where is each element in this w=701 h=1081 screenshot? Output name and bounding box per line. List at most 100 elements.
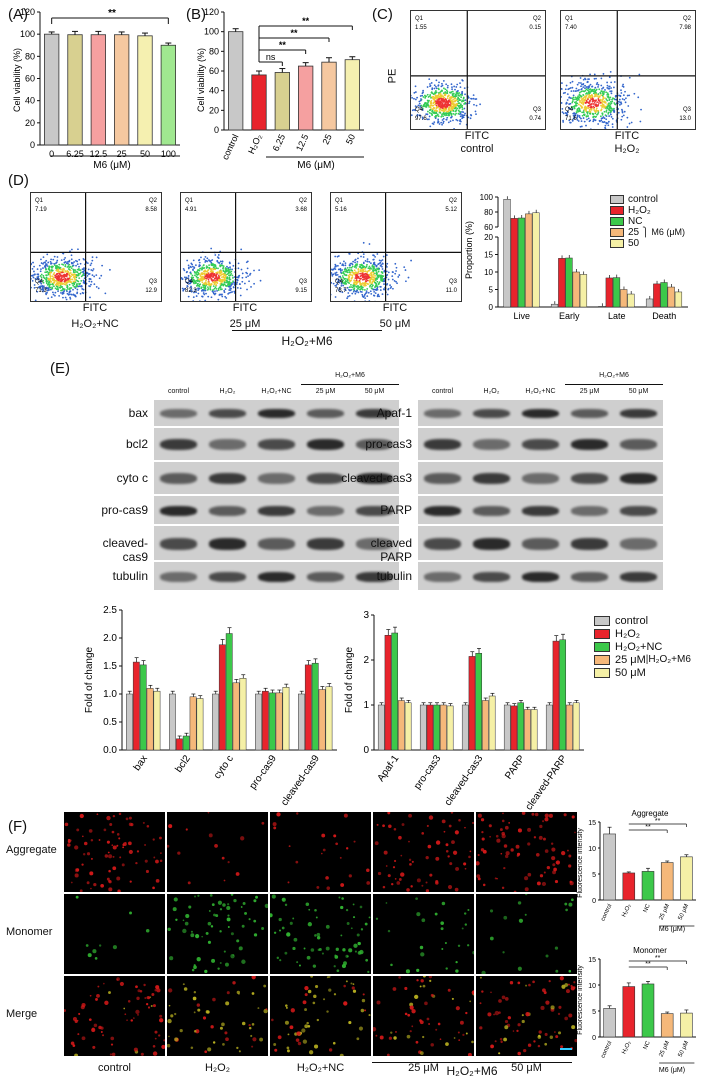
bar bbox=[641, 871, 655, 901]
cell-dot bbox=[400, 872, 405, 877]
flow-dot bbox=[610, 90, 613, 93]
flow-dot bbox=[569, 87, 572, 89]
flow-dot bbox=[189, 271, 192, 274]
cell-dot bbox=[207, 940, 211, 944]
cell-dot bbox=[374, 841, 379, 846]
flow-dot bbox=[47, 281, 50, 284]
y-tick-label: 1.5 bbox=[103, 661, 117, 672]
x-tick-label: bax bbox=[132, 753, 150, 773]
flow-dot bbox=[80, 271, 82, 274]
cell-dot bbox=[379, 1035, 384, 1040]
bar bbox=[566, 704, 573, 751]
flow-dot bbox=[360, 287, 363, 290]
cell-dot bbox=[555, 1035, 559, 1039]
flow-dot bbox=[376, 285, 379, 288]
cell-dot bbox=[356, 933, 360, 937]
bar bbox=[545, 704, 553, 751]
bar bbox=[189, 696, 197, 751]
flow-dot bbox=[398, 274, 401, 276]
chart-f2-xtitle: M6 (μM) bbox=[659, 1067, 685, 1074]
quadrant-name: Q4 bbox=[185, 279, 194, 285]
flow-dot bbox=[592, 92, 595, 95]
cell-dot bbox=[523, 1048, 527, 1053]
y-tick-label: 20 bbox=[209, 105, 219, 115]
cell-dot bbox=[568, 854, 572, 858]
quadrant-value: 71.6 bbox=[565, 116, 577, 122]
flow-dot bbox=[364, 293, 366, 296]
cell-dot bbox=[490, 991, 492, 994]
cell-dot bbox=[212, 1041, 216, 1044]
chart-f1-title: Aggregate bbox=[632, 809, 669, 818]
flow-dot bbox=[341, 275, 344, 277]
flow-dot bbox=[376, 288, 379, 291]
cell-dot bbox=[572, 986, 576, 989]
cell-dot bbox=[226, 991, 230, 995]
flow-dot bbox=[346, 278, 349, 281]
cell-dot bbox=[422, 984, 426, 988]
blot-band bbox=[521, 472, 560, 485]
flow-dot bbox=[200, 256, 202, 259]
blot-strip bbox=[418, 496, 663, 524]
flow-dot bbox=[215, 276, 218, 279]
lane-label: H₂O₂+NC bbox=[525, 388, 556, 395]
flow-dot bbox=[207, 295, 210, 298]
blot-band bbox=[306, 472, 345, 485]
flow-dot bbox=[590, 94, 593, 96]
cell-dot bbox=[394, 878, 397, 880]
cell-dot bbox=[465, 1011, 468, 1015]
flow-dot bbox=[47, 278, 50, 280]
flow-dot bbox=[44, 261, 47, 264]
quadrant-value: 7.19 bbox=[35, 207, 47, 213]
flow-dot bbox=[589, 112, 592, 115]
flow-dot bbox=[586, 89, 589, 92]
cell-dot bbox=[479, 1002, 482, 1005]
flow-dot bbox=[49, 273, 51, 276]
cell-dot bbox=[496, 838, 501, 843]
flow-dot bbox=[352, 290, 355, 293]
cell-dot bbox=[345, 847, 349, 850]
chart-b-ylabel: Cell viability (%) bbox=[196, 48, 206, 112]
flow-xlabel: FITC bbox=[464, 130, 490, 142]
cell-dot bbox=[476, 874, 481, 878]
cell-dot bbox=[227, 926, 230, 928]
cell-dot bbox=[277, 1035, 282, 1040]
flow-dot bbox=[39, 270, 42, 273]
cell-dot bbox=[190, 1046, 194, 1050]
flow-dot bbox=[381, 262, 384, 265]
cell-dot bbox=[509, 981, 514, 985]
cell-dot bbox=[188, 905, 192, 909]
flow-dot bbox=[606, 93, 609, 96]
flow-plot: Q1 7.40 Q2 7.98 Q3 13.0 Q4 71.6 bbox=[560, 10, 696, 130]
flow-dot bbox=[221, 276, 223, 279]
micro-row-label: Merge bbox=[6, 1008, 38, 1020]
flow-dot bbox=[88, 280, 91, 283]
cell-dot bbox=[471, 990, 474, 995]
cell-dot bbox=[137, 989, 141, 993]
flow-dot bbox=[214, 254, 217, 256]
micrograph-cells bbox=[167, 812, 265, 885]
cell-dot bbox=[455, 866, 460, 871]
flow-dot bbox=[590, 107, 593, 110]
flow-dot bbox=[212, 285, 215, 287]
flow-dot bbox=[573, 117, 576, 120]
cell-dot bbox=[420, 1051, 424, 1055]
flow-dot bbox=[443, 103, 446, 106]
blot-band bbox=[306, 537, 345, 550]
flow-dot bbox=[350, 289, 353, 291]
blot-band bbox=[355, 438, 394, 451]
flow-dot bbox=[361, 284, 363, 286]
cell-dot bbox=[552, 870, 556, 875]
flow-dot bbox=[461, 106, 464, 109]
cell-dot bbox=[521, 1019, 525, 1024]
flow-dot bbox=[34, 299, 37, 301]
y-tick-label: 1 bbox=[363, 700, 369, 711]
flow-dot bbox=[351, 269, 354, 272]
flow-dot bbox=[217, 261, 220, 264]
flow-dot bbox=[608, 106, 611, 108]
cell-dot bbox=[185, 828, 188, 831]
quadrant-value: 11.0 bbox=[446, 288, 458, 294]
flow-dot bbox=[214, 286, 217, 289]
flow-dot bbox=[381, 268, 384, 270]
cell-dot bbox=[179, 1028, 183, 1033]
blot-band bbox=[423, 438, 462, 451]
